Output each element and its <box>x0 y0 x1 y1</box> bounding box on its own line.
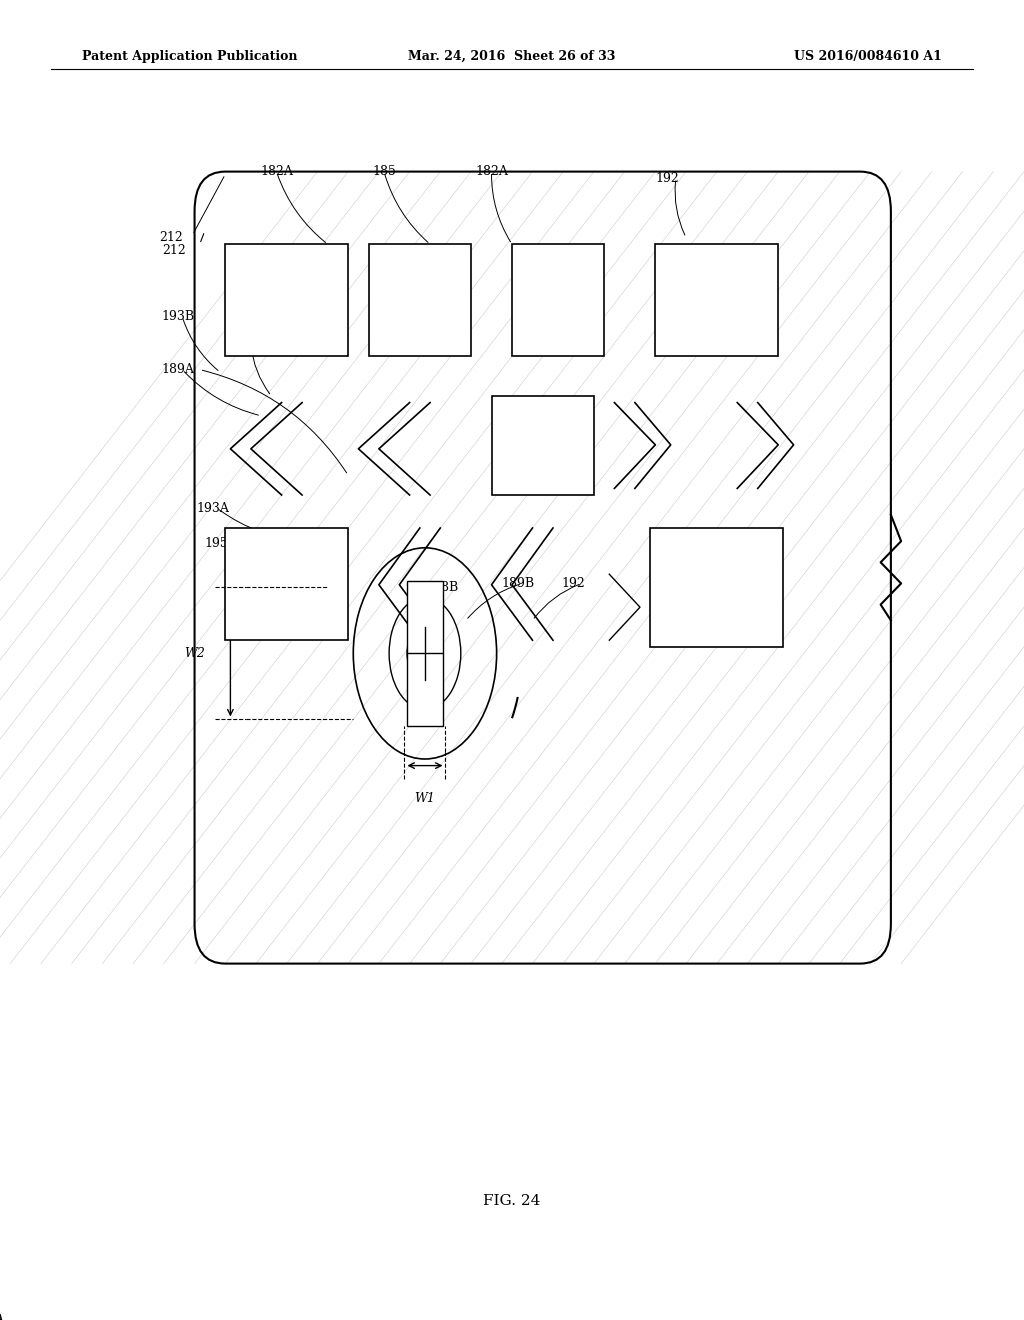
Text: W2: W2 <box>184 647 205 660</box>
Text: 192: 192 <box>561 577 585 590</box>
Text: Mar. 24, 2016  Sheet 26 of 33: Mar. 24, 2016 Sheet 26 of 33 <box>409 50 615 63</box>
FancyArrow shape <box>0 1315 2 1320</box>
Bar <box>369 244 471 356</box>
Text: 192: 192 <box>655 172 679 185</box>
Bar <box>650 528 783 647</box>
Bar <box>492 396 594 495</box>
Text: 195B: 195B <box>230 337 263 350</box>
Text: W1: W1 <box>415 792 435 805</box>
Text: 193B: 193B <box>162 310 195 323</box>
Text: FIG. 24: FIG. 24 <box>483 1195 541 1208</box>
Text: 182A: 182A <box>475 165 508 178</box>
Text: 189A: 189A <box>162 363 195 376</box>
Text: 185: 185 <box>372 165 396 178</box>
Bar <box>407 581 443 726</box>
Text: US 2016/0084610 A1: US 2016/0084610 A1 <box>795 50 942 63</box>
Bar <box>512 244 604 356</box>
Text: 186: 186 <box>264 572 288 585</box>
Text: 212: 212 <box>159 231 182 244</box>
Text: 188B: 188B <box>426 581 459 594</box>
Text: 189B: 189B <box>502 577 535 590</box>
Bar <box>225 528 348 640</box>
Bar <box>225 244 348 356</box>
Bar <box>655 244 778 356</box>
Text: 193A: 193A <box>197 502 229 515</box>
Text: 195A: 195A <box>205 537 238 550</box>
Text: 212: 212 <box>162 244 185 257</box>
Text: Patent Application Publication: Patent Application Publication <box>82 50 297 63</box>
Text: 182A: 182A <box>260 165 293 178</box>
